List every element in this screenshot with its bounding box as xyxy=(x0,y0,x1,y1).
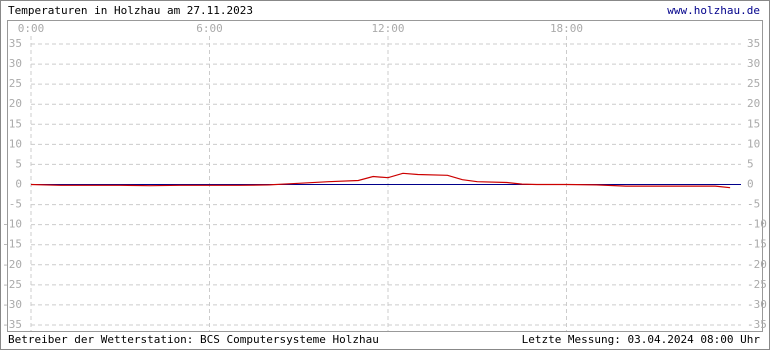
y-tick-label: -5 xyxy=(9,198,22,211)
y-tick-label: -30 xyxy=(2,298,22,311)
y-tick-label-right: 20 xyxy=(747,97,760,110)
y-tick-label: -15 xyxy=(2,238,22,251)
y-tick-label-right: -10 xyxy=(747,218,767,231)
chart-title: Temperaturen in Holzhau am 27.11.2023 xyxy=(8,4,253,17)
y-tick-label: 30 xyxy=(9,57,22,70)
y-tick-label: 25 xyxy=(9,77,22,90)
temperature-line xyxy=(30,172,731,189)
source-link[interactable]: www.holzhau.de xyxy=(667,4,760,17)
y-tick-label-right: 0 xyxy=(747,178,754,191)
y-tick-label-right: 30 xyxy=(747,57,760,70)
x-tick-label: 18:00 xyxy=(550,22,583,35)
y-tick-label-right: -35 xyxy=(747,318,767,331)
y-tick-label-right: 5 xyxy=(747,157,754,170)
y-tick-label: -25 xyxy=(2,278,22,291)
y-tick-label-right: -20 xyxy=(747,258,767,271)
x-tick-label: 12:00 xyxy=(371,22,404,35)
y-tick-label: 0 xyxy=(15,178,22,191)
y-tick-label: -35 xyxy=(2,318,22,331)
y-tick-label-right: 15 xyxy=(747,117,760,130)
y-tick-label: 10 xyxy=(9,137,22,150)
y-tick-label: 35 xyxy=(9,37,22,50)
y-tick-label-right: -5 xyxy=(747,198,760,211)
y-tick-label-right: -15 xyxy=(747,238,767,251)
plot-frame xyxy=(7,20,763,332)
y-tick-label: -10 xyxy=(2,218,22,231)
y-tick-label: 5 xyxy=(15,157,22,170)
y-tick-label-right: -25 xyxy=(747,278,767,291)
x-tick-label: 0:00 xyxy=(18,22,45,35)
x-tick-label: 6:00 xyxy=(196,22,223,35)
y-tick-label: 20 xyxy=(9,97,22,110)
y-tick-label: 15 xyxy=(9,117,22,130)
y-tick-label-right: -30 xyxy=(747,298,767,311)
y-tick-label-right: 10 xyxy=(747,137,760,150)
y-tick-label-right: 25 xyxy=(747,77,760,90)
last-measurement: Letzte Messung: 03.04.2024 08:00 Uhr xyxy=(522,333,761,346)
operator: Betreiber der Wetterstation: BCS Compute… xyxy=(8,333,379,346)
y-tick-label-right: 35 xyxy=(747,37,760,50)
y-tick-label: -20 xyxy=(2,258,22,271)
